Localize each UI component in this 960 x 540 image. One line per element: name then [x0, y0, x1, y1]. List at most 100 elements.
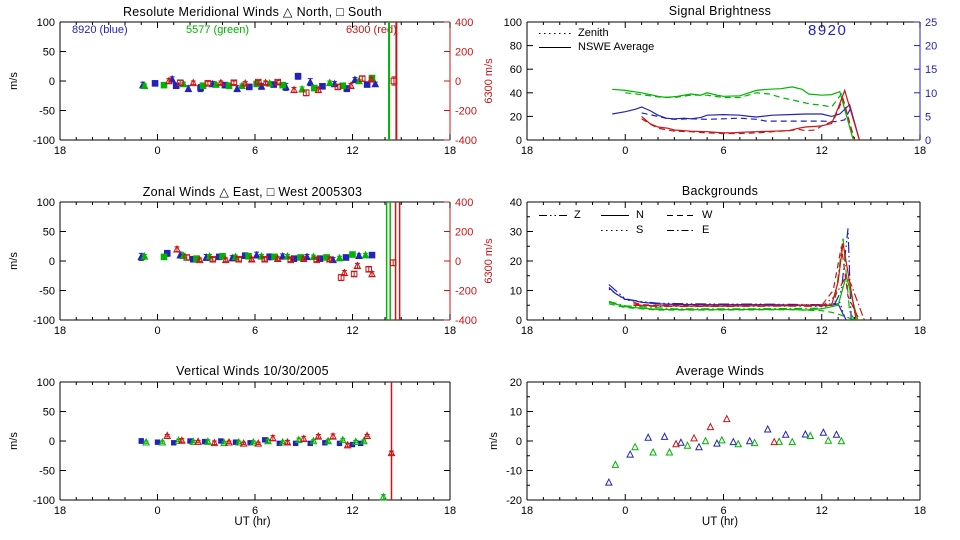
meridional-winds-plot: 18 0 6 12 18 100 50 0 -50 -100 400 200 0 -200 -400 — [33, 17, 477, 157]
tick-label: 50 — [43, 407, 55, 419]
tick-label: -50 — [39, 286, 55, 298]
tick-label: 18 — [444, 145, 456, 157]
legend-item-e: E — [666, 224, 709, 236]
6300-w-series — [633, 246, 860, 321]
5577-n-series — [608, 273, 859, 321]
8920-average-series — [604, 424, 841, 486]
tick-label: 20 — [510, 256, 522, 268]
panel-title: Signal Brightness — [668, 4, 772, 18]
6300-average-series — [672, 414, 779, 448]
tick-label: 20 — [510, 377, 522, 389]
tick-label: 50 — [43, 227, 55, 239]
legend-label: N — [636, 209, 644, 221]
panel-zonal-winds: Zonal Winds △ East, □ West 2005303 m/s 6… — [0, 180, 505, 360]
line-sample-solid-icon — [539, 46, 571, 48]
panel-title: Backgrounds — [681, 184, 759, 198]
tick-label: 18 — [444, 505, 456, 517]
tick-label: 40 — [510, 88, 522, 100]
tick-label: 400 — [455, 17, 473, 29]
tick-label: 40 — [510, 197, 522, 209]
6300-e-series — [633, 274, 865, 321]
legend-label: Z — [574, 209, 581, 221]
tick-label: 0 — [622, 325, 628, 337]
tick-label: 18 — [54, 325, 66, 337]
zonal-winds-plot: 18 0 6 12 18 100 50 0 -50 -100 400 200 0 -200 -400 — [33, 197, 477, 337]
tick-label: 18 — [914, 505, 926, 517]
6300-zonal-series — [173, 244, 397, 281]
x-axis-label: UT (hr) — [701, 516, 739, 528]
legend-item-z: Z — [538, 209, 581, 221]
6300-vertical-series — [163, 431, 396, 457]
tick-label: 0 — [516, 135, 522, 147]
tick-label: 0 — [516, 436, 522, 448]
line-sample-solid-icon — [601, 214, 629, 216]
tick-label: -200 — [455, 286, 477, 298]
tick-label: 12 — [346, 145, 358, 157]
tick-label: 12 — [816, 145, 828, 157]
tick-label: 0 — [154, 325, 160, 337]
tick-label: 10 — [510, 286, 522, 298]
tick-label: 0 — [154, 505, 160, 517]
tick-label: 12 — [816, 325, 828, 337]
tick-label: 12 — [816, 505, 828, 517]
tick-label: 18 — [914, 325, 926, 337]
tick-label: 20 — [925, 41, 937, 53]
tick-label: 0 — [455, 76, 461, 88]
tick-label: -100 — [33, 135, 55, 147]
axes: 18 0 6 12 18 100 50 0 -50 -100 — [33, 377, 456, 517]
legend-item-nswe-average: NSWE Average — [538, 41, 654, 53]
tick-label: 18 — [521, 505, 533, 517]
tick-label: -20 — [506, 495, 522, 507]
6300-nswe-average-series — [641, 88, 860, 141]
axes: 18 0 6 12 18 100 50 0 -50 -100 400 200 0 -200 -400 — [33, 17, 477, 157]
6300-zenith-series — [641, 96, 856, 141]
legend-label: NSWE Average — [578, 41, 655, 53]
axes: 18 0 6 12 18 100 50 0 -50 -100 400 200 0 -200 -400 — [33, 197, 477, 337]
tick-label: 25 — [925, 17, 937, 29]
wavelength-label-6300: 6300 (red) — [346, 24, 397, 36]
line-sample-dashed-icon — [667, 214, 695, 216]
tick-label: -100 — [33, 315, 55, 327]
tick-label: -200 — [455, 106, 477, 118]
tick-label: 18 — [521, 145, 533, 157]
wavelength-label-5577: 5577 (green) — [186, 24, 249, 36]
tick-label: 400 — [455, 197, 473, 209]
legend-item-n: N — [600, 209, 644, 221]
tick-label: 20 — [510, 111, 522, 123]
legend-item-w: W — [666, 209, 712, 221]
tick-label: 100 — [37, 197, 55, 209]
tick-label: 0 — [516, 315, 522, 327]
tick-label: 18 — [54, 505, 66, 517]
tick-label: 6 — [720, 145, 726, 157]
tick-label: 18 — [54, 145, 66, 157]
5577-average-series — [611, 431, 846, 468]
tick-label: 200 — [455, 227, 473, 239]
tick-label: 10 — [925, 88, 937, 100]
tick-label: 15 — [925, 64, 937, 76]
tick-label: 6 — [252, 505, 258, 517]
tick-label: 6 — [252, 325, 258, 337]
tick-label: 200 — [455, 47, 473, 59]
line-sample-dashdot-icon — [667, 229, 695, 231]
tick-label: 0 — [455, 256, 461, 268]
6300-meridional-series — [164, 74, 398, 97]
tick-label: 100 — [37, 377, 55, 389]
5577-zenith-series — [625, 92, 856, 141]
8920-nswe-average-series — [612, 103, 860, 141]
legend-label: Zenith — [578, 27, 609, 39]
tick-label: 100 — [37, 17, 55, 29]
5577-e-series — [608, 237, 856, 321]
panel-average-winds: Average Winds m/s UT (hr) 18 0 6 12 18 20 10 0-… — [480, 360, 960, 540]
tick-label: 0 — [622, 505, 628, 517]
panel-title: Vertical Winds 10/30/2005 — [176, 364, 329, 378]
tick-label: 10 — [510, 407, 522, 419]
tick-label: 0 — [49, 76, 55, 88]
5577-w-series — [608, 303, 855, 321]
tick-label: 0 — [622, 145, 628, 157]
line-sample-dotted-icon — [539, 32, 571, 34]
tick-label: 80 — [510, 41, 522, 53]
panel-meridional-winds: Resolute Meridional Winds △ North, □ Sou… — [0, 0, 505, 180]
